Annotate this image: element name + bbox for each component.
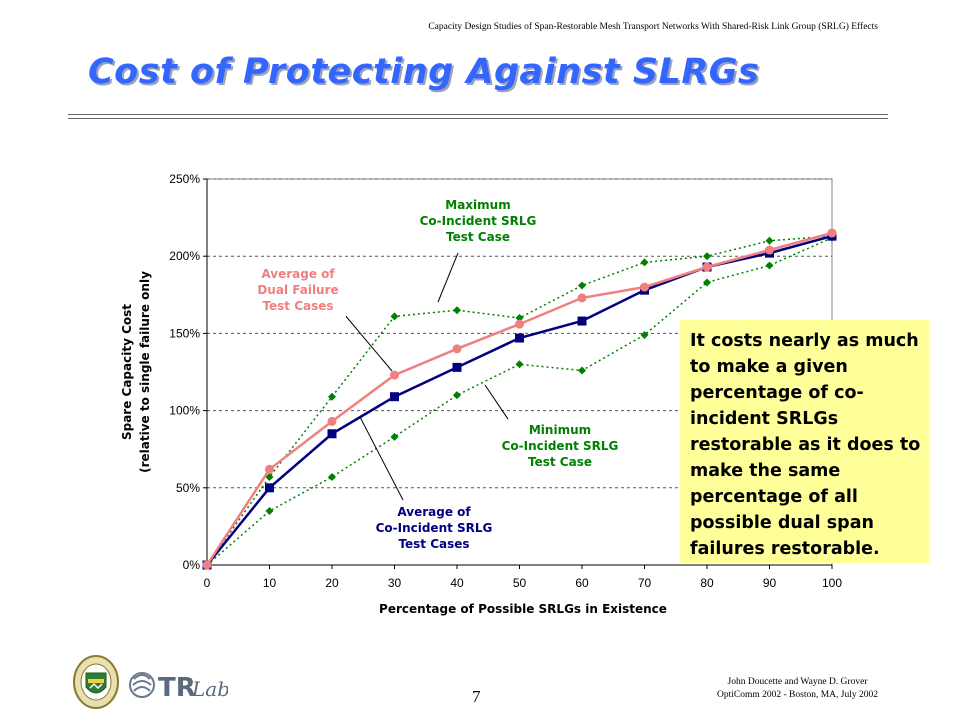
trlabs-logo: TR Labs [128, 665, 240, 710]
x-tick-labels: 0 10 20 30 40 50 60 70 80 90 100 [204, 576, 843, 590]
annotation-leaders [338, 252, 513, 501]
leader-coincident [359, 416, 404, 501]
x-axis-label: Percentage of Possible SRLGs in Existenc… [379, 602, 667, 616]
annotation-coincident-line: Test Cases [398, 537, 469, 551]
y-tick-label: 200% [169, 249, 200, 263]
x-tick-label: 100 [822, 576, 842, 590]
leader-max [437, 252, 459, 303]
trlabs-labs-text: Labs [191, 677, 228, 701]
title-divider [68, 114, 888, 119]
x-tick-label: 20 [325, 576, 339, 590]
annotation-dual-line: Test Cases [262, 299, 333, 313]
slide-title: Cost of Protecting Against SLRGs [88, 52, 760, 92]
annotation-min-line: Test Case [528, 455, 592, 469]
point-max [328, 392, 336, 401]
annotations: Maximum Co-Incident SRLG Test Case Average … [250, 194, 624, 559]
annotation-bg-coincident [372, 501, 496, 559]
point-max [578, 281, 586, 290]
point-min [765, 261, 774, 270]
annotation-min-line: Co-Incident SRLG [502, 439, 619, 453]
point-dual [765, 245, 774, 255]
point-max [453, 306, 461, 315]
x-tick-label: 70 [638, 576, 652, 590]
footer-credit: John Doucette and Wayne D. Grover OptiCo… [717, 676, 878, 702]
point-dual [390, 370, 399, 380]
annotation-bg-min [496, 419, 624, 477]
header-note: Capacity Design Studies of Span-Restorab… [428, 22, 878, 32]
leader-dual [338, 307, 393, 372]
point-min [328, 472, 336, 481]
point-coincident [265, 483, 274, 493]
annotation-max-line: Co-Incident SRLG [420, 214, 537, 228]
leader-min [484, 384, 513, 426]
trlabs-mark: TR Labs [129, 672, 240, 703]
x-tick-label: 10 [263, 576, 277, 590]
point-dual [327, 416, 337, 426]
footer-venue: OptiComm 2002 - Boston, MA, July 2002 [717, 690, 878, 700]
point-coincident [327, 429, 337, 439]
annotation-coincident-line: Co-Incident SRLG [376, 521, 493, 535]
point-dual [827, 228, 837, 238]
point-dual [577, 293, 587, 303]
x-tick-label: 50 [513, 576, 527, 590]
annotation-bg-max [412, 194, 544, 252]
annotation-dual-line: Dual Failure [257, 283, 338, 297]
point-dual [640, 282, 649, 292]
x-tick-label: 90 [763, 576, 777, 590]
x-tick-label: 80 [700, 576, 714, 590]
university-crest-logo [73, 655, 119, 709]
x-tick-label: 0 [204, 576, 211, 590]
y-tick-label: 50% [176, 481, 200, 495]
point-dual [202, 560, 212, 570]
y-tick-label: 100% [169, 404, 200, 418]
point-min [390, 432, 399, 441]
footer-author: John Doucette and Wayne D. Grover [727, 677, 868, 687]
point-max [390, 312, 399, 321]
y-axis-label-line2: (relative to single failure only [138, 271, 152, 473]
x-tick-label: 60 [575, 576, 589, 590]
y-tick-label: 250% [169, 172, 200, 186]
annotation-max-line: Test Case [446, 230, 510, 244]
y-axis-label-line1: Spare Capacity Cost [120, 304, 134, 440]
series-line-min [206, 237, 833, 566]
point-dual [265, 464, 274, 474]
point-min [578, 366, 586, 375]
point-min [515, 360, 524, 369]
point-coincident [390, 392, 399, 402]
point-min [453, 391, 461, 400]
y-tick-label: 150% [169, 326, 200, 340]
point-dual [452, 344, 462, 354]
point-min [640, 330, 649, 339]
point-coincident [515, 333, 524, 343]
annotation-coincident-line: Average of [397, 505, 471, 519]
annotation-min-line: Minimum [529, 423, 591, 437]
series-layer [202, 228, 837, 570]
series-line-max [206, 235, 833, 566]
y-tick-labels: 0% 50% 100% 150% 200% 250% [169, 172, 200, 572]
page-number: 7 [472, 687, 481, 706]
annotation-max-line: Maximum [445, 198, 510, 212]
annotation-dual-line: Average of [261, 267, 335, 281]
point-max [515, 313, 524, 322]
point-dual [702, 262, 712, 272]
point-min [703, 278, 711, 287]
x-tick-label: 40 [450, 576, 464, 590]
point-max [265, 472, 274, 481]
annotation-bg-dual [250, 263, 346, 321]
point-coincident [452, 362, 462, 372]
point-dual [515, 319, 524, 329]
point-max [640, 258, 649, 267]
trlabs-tr-text: TR [158, 673, 196, 703]
point-min [265, 506, 274, 515]
y-tick-label: 0% [183, 558, 201, 572]
point-max [765, 236, 774, 245]
callout-box: It costs nearly as much to make a given … [680, 320, 929, 563]
point-coincident [577, 316, 587, 326]
x-tick-label: 30 [388, 576, 402, 590]
point-max [703, 252, 711, 261]
